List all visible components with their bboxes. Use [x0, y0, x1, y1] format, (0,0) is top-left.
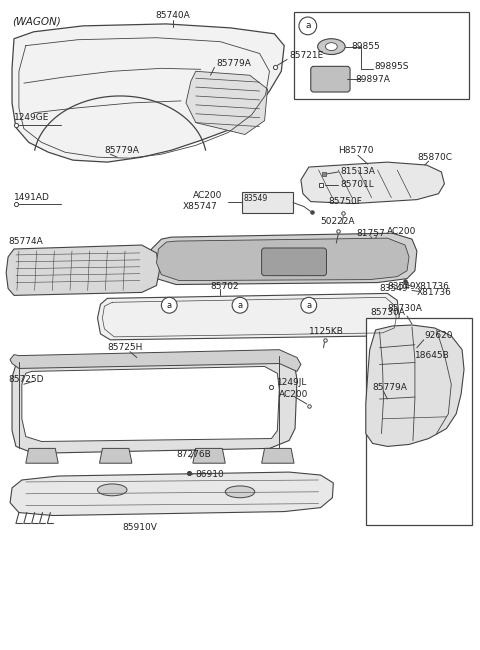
Text: X85747: X85747 [183, 202, 218, 211]
Text: X81736: X81736 [415, 282, 450, 291]
Polygon shape [97, 293, 399, 340]
Circle shape [299, 17, 317, 34]
Polygon shape [156, 238, 409, 281]
Text: 1249JL: 1249JL [277, 378, 308, 387]
Text: X81736: X81736 [417, 288, 452, 297]
Text: 85774A: 85774A [8, 237, 43, 246]
Text: 85730A: 85730A [387, 304, 422, 313]
Circle shape [161, 297, 177, 313]
Ellipse shape [318, 39, 345, 55]
Text: 85725D: 85725D [8, 375, 44, 383]
Polygon shape [366, 325, 464, 447]
Ellipse shape [325, 43, 337, 51]
Text: AC200: AC200 [279, 389, 309, 398]
Polygon shape [150, 233, 417, 285]
Text: H85770: H85770 [338, 146, 374, 155]
Text: 83549: 83549 [380, 284, 408, 293]
Text: AC200: AC200 [193, 191, 222, 200]
Text: 50222A: 50222A [321, 217, 355, 226]
Polygon shape [301, 162, 444, 203]
Text: 83549: 83549 [244, 194, 268, 203]
Circle shape [301, 297, 317, 313]
FancyBboxPatch shape [242, 192, 293, 213]
Polygon shape [26, 448, 58, 463]
Text: 85750F: 85750F [328, 197, 362, 206]
Text: 1249GE: 1249GE [14, 113, 49, 122]
Text: 92620: 92620 [425, 332, 453, 341]
Text: 85702: 85702 [211, 282, 239, 291]
Polygon shape [22, 367, 279, 441]
Text: 85870C: 85870C [417, 153, 452, 162]
Text: 81757: 81757 [356, 229, 384, 238]
Text: 83549: 83549 [387, 282, 416, 291]
Text: 85730A: 85730A [370, 307, 405, 317]
Text: 85779A: 85779A [104, 146, 139, 155]
Bar [366, 318, 472, 525]
Polygon shape [186, 72, 267, 135]
Text: a: a [238, 301, 242, 310]
Text: 85740A: 85740A [156, 10, 191, 20]
Polygon shape [12, 356, 297, 453]
Text: 81513A: 81513A [340, 168, 375, 177]
Text: 18645B: 18645B [415, 351, 450, 360]
Text: 85779A: 85779A [372, 383, 408, 392]
Polygon shape [6, 245, 159, 295]
Text: 89855: 89855 [351, 42, 380, 51]
Polygon shape [99, 448, 132, 463]
Text: 86910: 86910 [196, 469, 225, 478]
Text: 85779A: 85779A [216, 59, 252, 68]
Polygon shape [193, 448, 225, 463]
Text: 89897A: 89897A [355, 75, 390, 84]
Polygon shape [12, 24, 284, 162]
Text: AC200: AC200 [387, 227, 417, 236]
Polygon shape [10, 472, 333, 515]
Text: 89895S: 89895S [374, 62, 409, 71]
Text: a: a [167, 301, 172, 310]
Text: a: a [306, 301, 312, 310]
Text: 1491AD: 1491AD [14, 193, 50, 202]
Text: 85721E: 85721E [289, 51, 324, 60]
Text: 85910V: 85910V [122, 523, 157, 532]
Polygon shape [10, 350, 301, 371]
Ellipse shape [97, 484, 127, 496]
Text: a: a [305, 21, 311, 31]
Text: (WAGON): (WAGON) [12, 17, 61, 27]
Text: 85701L: 85701L [340, 180, 374, 189]
Circle shape [232, 297, 248, 313]
FancyBboxPatch shape [311, 66, 350, 92]
Text: 87276B: 87276B [176, 450, 211, 459]
Polygon shape [262, 448, 294, 463]
Bar [294, 12, 469, 99]
Ellipse shape [225, 486, 255, 498]
Text: 1125KB: 1125KB [309, 328, 344, 337]
FancyBboxPatch shape [262, 248, 326, 276]
Text: 85725H: 85725H [108, 343, 143, 352]
